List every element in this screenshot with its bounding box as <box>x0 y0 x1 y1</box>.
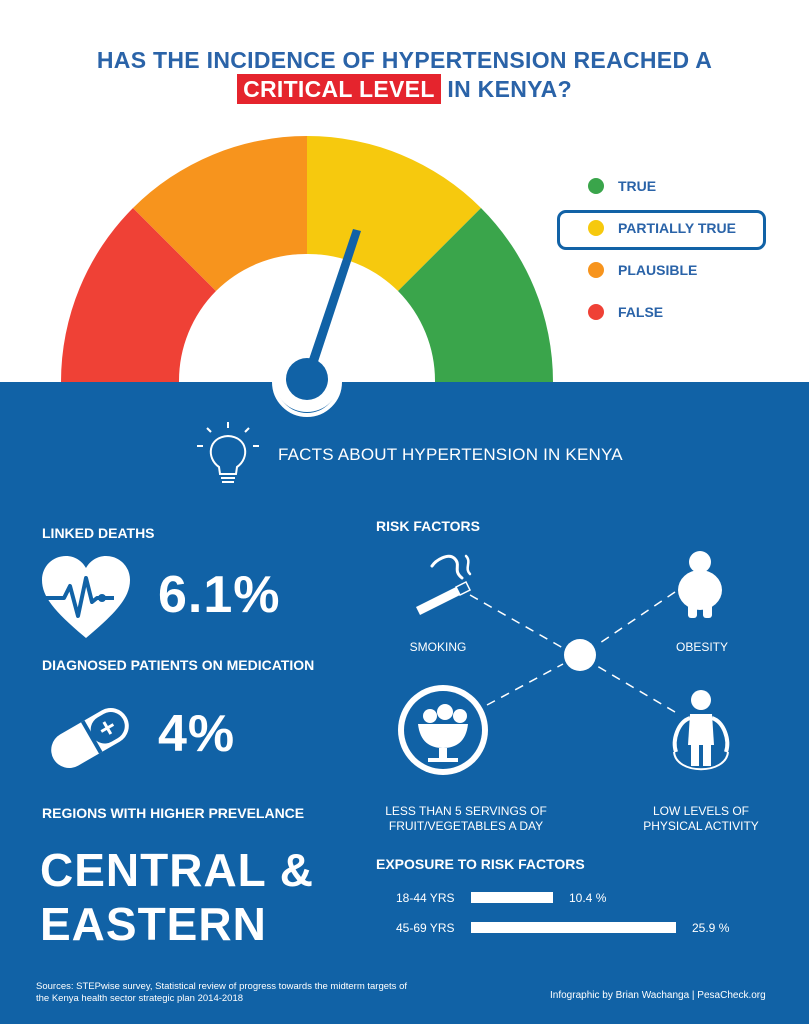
facts-heading: FACTS ABOUT HYPERTENSION IN KENYA <box>278 445 623 464</box>
legend-dot-false <box>588 304 604 320</box>
gauge-hub <box>286 358 328 400</box>
obesity-icon <box>678 551 722 618</box>
risk-label-fruit-line2: FRUIT/VEGETABLES A DAY <box>388 819 544 833</box>
legend-item-plausible: PLAUSIBLE <box>588 255 697 285</box>
exposure-value-1: 10.4 % <box>569 891 607 905</box>
fruit-bowl-icon <box>398 685 488 775</box>
gauge-segment-false <box>60 208 217 382</box>
linked-deaths-label: LINKED DEATHS <box>42 525 155 541</box>
risk-center-node <box>564 639 596 671</box>
credit-text: Infographic by Brian Wachanga | PesaChec… <box>550 990 766 1001</box>
cigarette-icon <box>416 554 472 615</box>
gauge-segment-plausible <box>133 135 307 291</box>
exposure-value-2: 25.9 % <box>692 921 730 935</box>
exposure-age-2: 45-69 YRS <box>396 921 455 935</box>
page-title-rest: IN KENYA? <box>447 76 572 102</box>
legend-label-true: TRUE <box>618 178 657 194</box>
risk-label-activity-line2: PHYSICAL ACTIVITY <box>643 819 759 833</box>
pill-icon <box>51 708 129 768</box>
exposure-heading: EXPOSURE TO RISK FACTORS <box>376 856 585 872</box>
sources-text: Sources: STEPwise survey, Statistical re… <box>36 981 407 1005</box>
exposure-bar-1 <box>471 892 553 903</box>
risk-label-smoking: SMOKING <box>409 640 467 654</box>
exposure-age-1: 18-44 YRS <box>396 891 455 905</box>
medication-label: DIAGNOSED PATIENTS ON MEDICATION <box>42 657 315 673</box>
risk-factors-heading: RISK FACTORS <box>376 518 480 534</box>
facts-section <box>0 382 809 1024</box>
risk-label-obesity: OBESITY <box>675 640 728 654</box>
critical-level-highlight: CRITICAL LEVEL <box>237 74 441 104</box>
legend-label-plausible: PLAUSIBLE <box>618 262 698 278</box>
legend-dot-partially-true <box>588 220 604 236</box>
gauge-segment-true <box>398 208 553 382</box>
exposure-bar-2 <box>471 922 676 933</box>
regions-label: REGIONS WITH HIGHER PREVELANCE <box>42 805 305 821</box>
gauge-needle <box>302 229 361 380</box>
legend-item-true: TRUE <box>588 171 656 201</box>
regions-value-line2: EASTERN <box>40 898 267 950</box>
risk-label-fruit-line1: LESS THAN 5 SERVINGS OF <box>385 804 547 818</box>
medication-value: 4% <box>158 705 236 763</box>
legend-item-partially-true: PARTIALLY TRUE <box>588 213 736 243</box>
legend-dot-true <box>588 178 604 194</box>
page-title-line1: HAS THE INCIDENCE OF HYPERTENSION REACHE… <box>96 47 713 73</box>
legend-item-false: FALSE <box>588 297 663 327</box>
legend-label-false: FALSE <box>618 304 664 320</box>
lightbulb-icon <box>197 422 259 483</box>
jump-rope-icon <box>672 690 730 771</box>
selected-rating-box <box>557 210 766 250</box>
risk-label-activity-line1: LOW LEVELS OF <box>652 804 750 818</box>
page-title-line2: CRITICAL LEVEL IN KENYA? <box>0 74 809 104</box>
heart-ecg-icon <box>42 556 130 638</box>
legend-label-partially-true: PARTIALLY TRUE <box>618 220 736 236</box>
sources-line1: Sources: STEPwise survey, Statistical re… <box>36 981 407 992</box>
regions-value-line1: CENTRAL & <box>40 844 314 896</box>
legend-dot-plausible <box>588 262 604 278</box>
risk-connectors <box>469 591 676 713</box>
regions-value: CENTRAL & EASTERN <box>40 843 314 951</box>
sources-line2: the Kenya health sector strategic plan 2… <box>36 993 244 1004</box>
linked-deaths-value: 6.1% <box>158 566 281 624</box>
